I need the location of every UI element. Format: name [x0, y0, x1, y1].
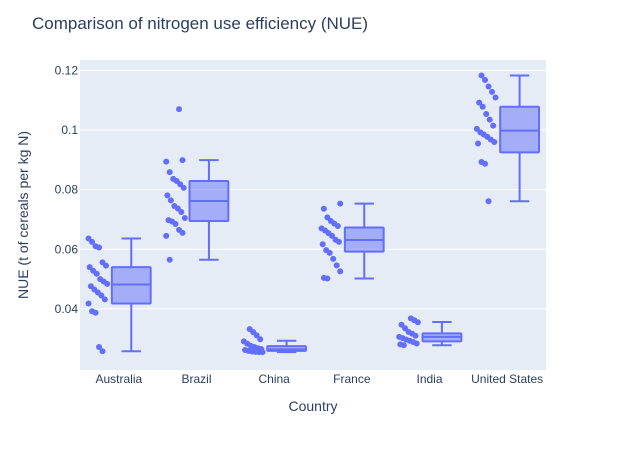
data-point: [104, 280, 111, 287]
data-point: [176, 106, 183, 113]
x-tick-label: United States: [471, 372, 543, 386]
data-point: [476, 99, 483, 106]
data-point: [489, 88, 496, 95]
data-point: [337, 268, 344, 275]
box-india: [396, 315, 463, 349]
data-point: [180, 184, 187, 191]
data-point: [400, 342, 407, 349]
data-point: [164, 192, 171, 199]
gridlines: [80, 69, 546, 310]
data-point: [253, 332, 260, 339]
data-point: [479, 103, 486, 110]
x-tick-label: Australia: [95, 372, 142, 386]
box-iqr: [499, 105, 541, 154]
data-point: [166, 169, 173, 176]
data-point: [414, 319, 421, 326]
data-point: [490, 122, 497, 129]
box-series: [85, 72, 541, 356]
data-point: [337, 200, 344, 207]
box-brazil: [163, 106, 230, 263]
y-axis-title: NUE (t of cereals per kg N): [15, 131, 31, 299]
data-point: [330, 255, 337, 262]
data-point: [85, 300, 92, 307]
data-point: [491, 138, 498, 145]
data-point: [319, 241, 326, 248]
data-point: [103, 262, 110, 269]
data-point: [485, 83, 492, 90]
data-point: [334, 223, 341, 230]
box-china: [240, 326, 308, 356]
x-tick-label: China: [258, 372, 290, 386]
data-point: [475, 140, 482, 147]
x-tick-labels: Australia Brazil China France India United St…: [95, 372, 543, 386]
y-tick-label: 0.12: [55, 63, 79, 77]
data-point: [99, 348, 106, 355]
chart-title: Comparison of nitrogen use efficiency (N…: [32, 14, 368, 33]
box-united-states: [473, 72, 541, 205]
data-point: [482, 76, 489, 83]
data-point: [163, 158, 170, 165]
data-point: [96, 244, 103, 251]
data-point: [179, 157, 186, 164]
data-point: [412, 332, 419, 339]
data-point: [96, 344, 103, 351]
data-point: [98, 292, 105, 299]
data-point: [333, 262, 340, 269]
plot-area: [80, 60, 546, 370]
data-point: [178, 209, 185, 216]
data-point: [324, 275, 331, 282]
data-point: [485, 198, 492, 205]
data-point: [329, 232, 336, 239]
data-point: [101, 296, 108, 303]
x-tick-label: India: [416, 372, 442, 386]
y-tick-label: 0.1: [61, 123, 78, 137]
data-point: [179, 229, 186, 236]
y-tick-label: 0.04: [55, 302, 79, 316]
data-point: [336, 238, 343, 245]
data-point: [482, 160, 489, 167]
data-point: [181, 214, 188, 221]
box-france: [318, 200, 385, 282]
data-point: [483, 110, 490, 117]
data-point: [259, 349, 266, 356]
data-point: [320, 205, 327, 212]
y-tick-label: 0.08: [55, 183, 79, 197]
box-australia: [85, 235, 152, 355]
data-point: [413, 340, 420, 347]
data-point: [89, 238, 96, 245]
data-point: [166, 256, 173, 263]
data-point: [492, 94, 499, 101]
data-point: [326, 249, 333, 256]
data-point: [257, 336, 264, 343]
data-point: [92, 309, 99, 316]
x-tick-label: France: [333, 372, 371, 386]
data-point: [163, 232, 170, 239]
data-point: [167, 197, 174, 204]
data-point: [478, 72, 485, 79]
y-tick-labels: 0.04 0.06 0.08 0.1 0.12: [55, 63, 79, 315]
data-point: [172, 220, 179, 227]
data-point: [93, 270, 100, 277]
data-point: [486, 116, 493, 123]
x-axis-title: Country: [288, 398, 337, 414]
x-tick-label: Brazil: [181, 372, 211, 386]
y-tick-label: 0.06: [55, 242, 79, 256]
